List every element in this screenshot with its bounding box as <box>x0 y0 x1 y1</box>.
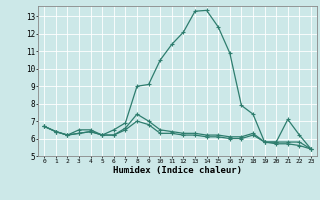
X-axis label: Humidex (Indice chaleur): Humidex (Indice chaleur) <box>113 166 242 175</box>
